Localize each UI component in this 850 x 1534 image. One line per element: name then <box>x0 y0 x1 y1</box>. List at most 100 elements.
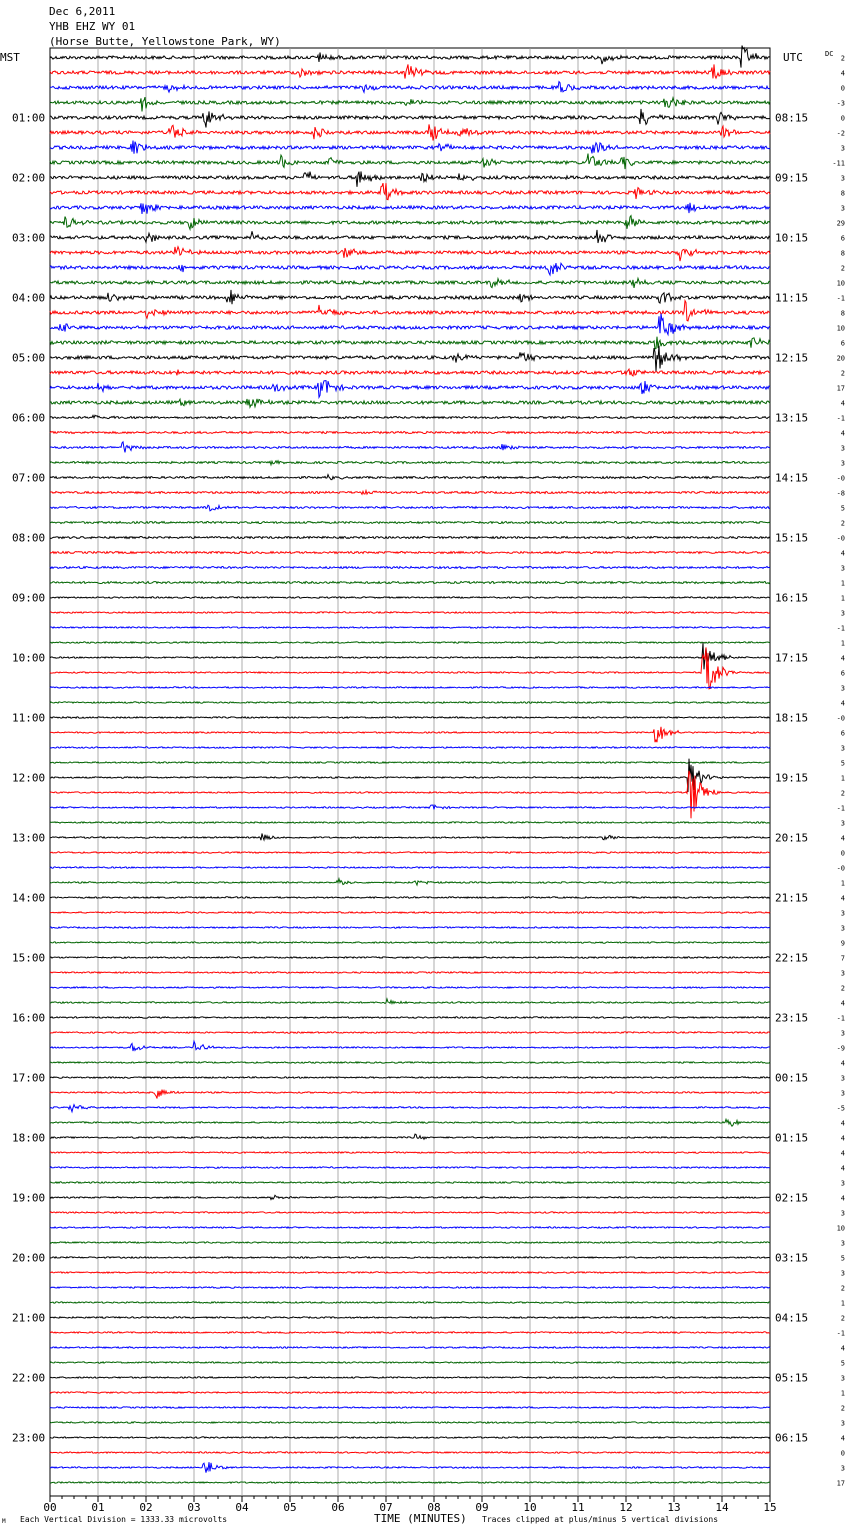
x-tick-label: 01 <box>91 1501 104 1514</box>
utc-hour-label: 18:15 <box>775 712 808 725</box>
seismic-trace <box>49 313 771 337</box>
x-tick-label: 13 <box>667 1501 680 1514</box>
seismic-trace <box>49 804 770 810</box>
dc-offset-label: 3 <box>841 910 845 918</box>
mst-hour-label: 05:00 <box>12 352 45 365</box>
seismic-trace <box>49 1462 771 1473</box>
seismic-trace <box>49 367 771 377</box>
x-tick-label: 15 <box>763 1501 776 1514</box>
dc-offset-label: 2 <box>841 370 845 378</box>
mst-hour-label: 17:00 <box>12 1072 45 1085</box>
utc-hour-label: 08:15 <box>775 112 808 125</box>
utc-hour-label: 06:15 <box>775 1432 808 1445</box>
seismic-trace <box>49 1210 771 1214</box>
dc-offset-label: 4 <box>841 1345 845 1353</box>
seismic-trace <box>49 1088 771 1099</box>
dc-offset-label: 29 <box>837 220 845 228</box>
dc-offset-label: 2 <box>841 55 845 63</box>
dc-offset-label: 4 <box>841 400 845 408</box>
dc-offset-label: 17 <box>837 385 845 393</box>
dc-offset-label: 1 <box>841 580 845 588</box>
dc-offset-label: 10 <box>837 1225 845 1233</box>
seismic-trace <box>49 565 771 570</box>
seismic-trace <box>49 95 771 112</box>
utc-hour-label: 05:15 <box>775 1372 808 1385</box>
mst-hour-label: 23:00 <box>12 1432 45 1445</box>
mst-hour-label: 03:00 <box>12 232 45 245</box>
utc-hour-label: 17:15 <box>775 652 808 665</box>
mst-hour-label: 14:00 <box>12 892 45 905</box>
x-tick-label: 06 <box>331 1501 344 1514</box>
dc-offset-label: -0 <box>837 715 845 723</box>
dc-offset-label: 2 <box>841 985 845 993</box>
seismic-trace <box>49 1166 770 1169</box>
seismic-trace <box>49 1151 771 1154</box>
dc-offset-label: -8 <box>837 490 845 498</box>
mst-hour-label: 13:00 <box>12 832 45 845</box>
seismic-trace <box>49 80 771 95</box>
seismic-trace <box>49 1103 771 1114</box>
dc-offset-label: 3 <box>841 1465 845 1473</box>
x-tick-label: 12 <box>619 1501 632 1514</box>
seismic-trace <box>49 108 771 128</box>
mst-hour-label: 01:00 <box>12 112 45 125</box>
seismic-trace <box>49 1451 771 1454</box>
utc-hour-label: 00:15 <box>775 1072 808 1085</box>
mst-hour-label: 10:00 <box>12 652 45 665</box>
seismic-trace <box>49 760 771 764</box>
dc-offset-label: 4 <box>841 70 845 78</box>
mst-hour-label: 22:00 <box>12 1372 45 1385</box>
seismic-trace <box>49 1255 771 1259</box>
utc-hour-label: 01:15 <box>775 1132 808 1145</box>
seismic-trace <box>49 503 771 512</box>
seismic-trace <box>49 1194 770 1201</box>
dc-offset-label: 8 <box>841 250 845 258</box>
seismic-trace <box>49 276 771 289</box>
dc-offset-label: 6 <box>841 730 845 738</box>
dc-offset-label: 3 <box>841 970 845 978</box>
dc-offset-label: 4 <box>841 1195 845 1203</box>
seismic-trace <box>49 610 771 614</box>
dc-offset-label: 0 <box>841 850 845 858</box>
utc-hour-label: 23:15 <box>775 1012 808 1025</box>
x-axis-title: TIME (MINUTES) <box>374 1512 467 1525</box>
dc-offset-label: -11 <box>832 160 845 168</box>
dc-offset-label: 2 <box>841 1285 845 1293</box>
seismic-trace <box>49 414 771 420</box>
dc-offset-label: -3 <box>837 100 845 108</box>
seismic-trace <box>49 459 771 467</box>
dc-label: DC <box>825 50 833 58</box>
dc-offset-label: -1 <box>837 1015 845 1023</box>
utc-hour-label: 19:15 <box>775 772 808 785</box>
seismic-trace <box>49 1225 771 1229</box>
seismic-trace <box>49 153 771 170</box>
dc-offset-label: 3 <box>841 460 845 468</box>
seismic-trace <box>49 430 771 435</box>
seismic-trace <box>49 336 771 350</box>
utc-hour-label: 09:15 <box>775 172 808 185</box>
dc-offset-label: -9 <box>837 1045 845 1053</box>
dc-offset-label: 10 <box>837 280 845 288</box>
mst-hour-label: 21:00 <box>12 1312 45 1325</box>
dc-offset-label: 2 <box>841 1315 845 1323</box>
dc-offset-label: 0 <box>841 115 845 123</box>
seismic-trace <box>49 926 771 929</box>
dc-offset-label: 3 <box>841 1240 845 1248</box>
dc-offset-label: 4 <box>841 550 845 558</box>
x-tick-label: 14 <box>715 1501 729 1514</box>
dc-offset-label: 2 <box>841 790 845 798</box>
dc-offset-label: -5 <box>837 1105 845 1113</box>
x-tick-label: 11 <box>571 1501 584 1514</box>
x-tick-label: 09 <box>475 1501 488 1514</box>
x-tick-label: 08 <box>427 1501 440 1514</box>
mst-hour-label: 09:00 <box>12 592 45 605</box>
seismic-trace <box>49 647 770 690</box>
seismic-trace <box>50 626 771 629</box>
seismic-trace <box>49 1117 771 1128</box>
utc-hour-label: 10:15 <box>775 232 808 245</box>
dc-offset-label: 2 <box>841 265 845 273</box>
dc-offset-label: 3 <box>841 1075 845 1083</box>
mst-hour-label: 20:00 <box>12 1252 45 1265</box>
dc-offset-label: 8 <box>841 190 845 198</box>
mst-hour-label: 19:00 <box>12 1192 45 1205</box>
